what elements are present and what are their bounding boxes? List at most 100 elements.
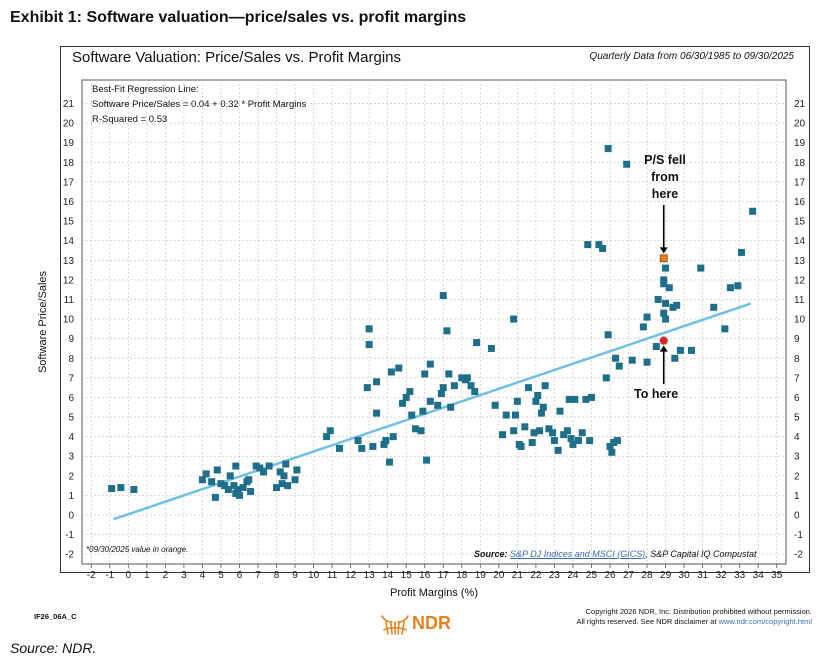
data-point bbox=[202, 470, 210, 478]
data-point bbox=[524, 384, 532, 392]
data-point bbox=[688, 346, 696, 354]
arrow-down-head bbox=[659, 247, 668, 254]
x-tick-label: 18 bbox=[456, 570, 468, 581]
data-point bbox=[247, 487, 255, 495]
data-point bbox=[541, 382, 549, 390]
data-point bbox=[117, 484, 125, 492]
data-point bbox=[575, 437, 583, 445]
data-point bbox=[510, 427, 518, 435]
data-point bbox=[604, 145, 612, 153]
data-point bbox=[554, 446, 562, 454]
data-point bbox=[382, 437, 390, 445]
source-link[interactable]: S&P DJ Indices and MSCI (GICS) bbox=[510, 549, 646, 559]
regression-layer bbox=[113, 302, 752, 521]
data-point bbox=[386, 458, 394, 466]
y-tick-label-right: 17 bbox=[794, 177, 806, 188]
data-point bbox=[230, 482, 238, 490]
annotation-fell-from-here: P/S fell from here bbox=[634, 152, 696, 203]
data-point bbox=[550, 437, 558, 445]
data-point bbox=[613, 437, 621, 445]
data-point bbox=[282, 460, 290, 468]
copyright-line-1: Copyright 2026 NDR, Inc. Distribution pr… bbox=[585, 607, 812, 616]
data-point bbox=[571, 395, 579, 403]
y-tick-label-left: 19 bbox=[63, 138, 75, 149]
data-point bbox=[676, 346, 684, 354]
data-point bbox=[567, 435, 575, 443]
data-point bbox=[108, 485, 116, 493]
x-tick-label: 11 bbox=[327, 570, 338, 581]
data-point bbox=[586, 437, 594, 445]
data-point bbox=[734, 282, 742, 290]
data-point bbox=[582, 395, 590, 403]
latest-value-point bbox=[659, 254, 668, 263]
y-tick-label-right: 9 bbox=[794, 334, 800, 345]
data-point bbox=[563, 427, 571, 435]
data-point bbox=[510, 315, 518, 323]
data-point bbox=[513, 397, 521, 405]
y-tick-label-left: 10 bbox=[63, 315, 75, 326]
y-tick-label-left: 14 bbox=[63, 236, 75, 247]
x-tick-label: 20 bbox=[493, 570, 505, 581]
data-point bbox=[365, 325, 373, 333]
x-tick-label: 34 bbox=[753, 570, 765, 581]
y-tick-label-left: 6 bbox=[68, 393, 74, 404]
x-tick-label: -1 bbox=[105, 570, 114, 581]
data-point bbox=[293, 466, 301, 474]
source-rest: , S&P Capital IQ Compustat bbox=[645, 549, 757, 559]
y-tick-label-left: 16 bbox=[63, 197, 75, 208]
data-point bbox=[560, 431, 568, 439]
data-point bbox=[395, 364, 403, 372]
data-point bbox=[239, 484, 247, 492]
data-point bbox=[623, 160, 631, 168]
data-point bbox=[399, 399, 407, 407]
copyright-text: All rights reserved. See NDR disclaimer … bbox=[576, 617, 719, 626]
copyright-link[interactable]: www.ndr.com/copyright.html bbox=[718, 617, 812, 626]
data-point bbox=[662, 315, 670, 323]
y-tick-label-left: -2 bbox=[65, 550, 74, 561]
data-point bbox=[280, 472, 288, 480]
data-point bbox=[426, 360, 434, 368]
y-tick-label-left: 12 bbox=[63, 275, 75, 286]
data-point bbox=[211, 493, 219, 501]
x-tick-label: 7 bbox=[255, 570, 261, 581]
x-tick-label: 16 bbox=[419, 570, 431, 581]
data-point bbox=[549, 429, 557, 437]
data-point bbox=[528, 439, 536, 447]
regression-line bbox=[113, 302, 752, 521]
tick-labels: -2 -1 0 1 2 3 4 5 6 7 8 9 10 11 12 13 14 15 16 17 18 19 20 21 22… bbox=[63, 99, 806, 581]
y-tick-label-right: 2 bbox=[794, 471, 800, 482]
exhibit-code: IF26_06A_C bbox=[34, 612, 77, 621]
y-tick-label-left: 18 bbox=[63, 158, 75, 169]
y-tick-label-left: 2 bbox=[68, 471, 74, 482]
data-point bbox=[726, 284, 734, 292]
data-point bbox=[584, 241, 592, 249]
data-point bbox=[660, 276, 668, 284]
data-point bbox=[265, 462, 273, 470]
data-point bbox=[536, 427, 544, 435]
data-point bbox=[423, 456, 431, 464]
x-tick-label: 25 bbox=[586, 570, 598, 581]
data-point bbox=[336, 444, 344, 452]
y-tick-label-left: 3 bbox=[68, 452, 74, 463]
annotation-line: here bbox=[651, 187, 679, 201]
data-point bbox=[710, 303, 718, 311]
data-point bbox=[673, 301, 681, 309]
x-tick-label: 1 bbox=[144, 570, 150, 581]
data-point bbox=[198, 476, 206, 484]
y-tick-label-left: 11 bbox=[64, 295, 75, 306]
regression-heading: Best-Fit Regression Line: bbox=[92, 84, 199, 95]
y-tick-label-left: 17 bbox=[63, 177, 75, 188]
data-point bbox=[639, 323, 647, 331]
x-tick-label: 5 bbox=[218, 570, 224, 581]
y-tick-label-right: 3 bbox=[794, 452, 800, 463]
data-points bbox=[108, 145, 757, 501]
source-label: Source: bbox=[474, 549, 508, 559]
x-tick-label: 22 bbox=[530, 570, 542, 581]
y-tick-label-right: 7 bbox=[794, 373, 800, 384]
data-point bbox=[443, 327, 451, 335]
y-tick-label-right: 11 bbox=[794, 295, 805, 306]
data-point bbox=[595, 241, 603, 249]
data-point bbox=[599, 245, 607, 253]
data-point bbox=[662, 299, 670, 307]
x-tick-label: 27 bbox=[623, 570, 635, 581]
